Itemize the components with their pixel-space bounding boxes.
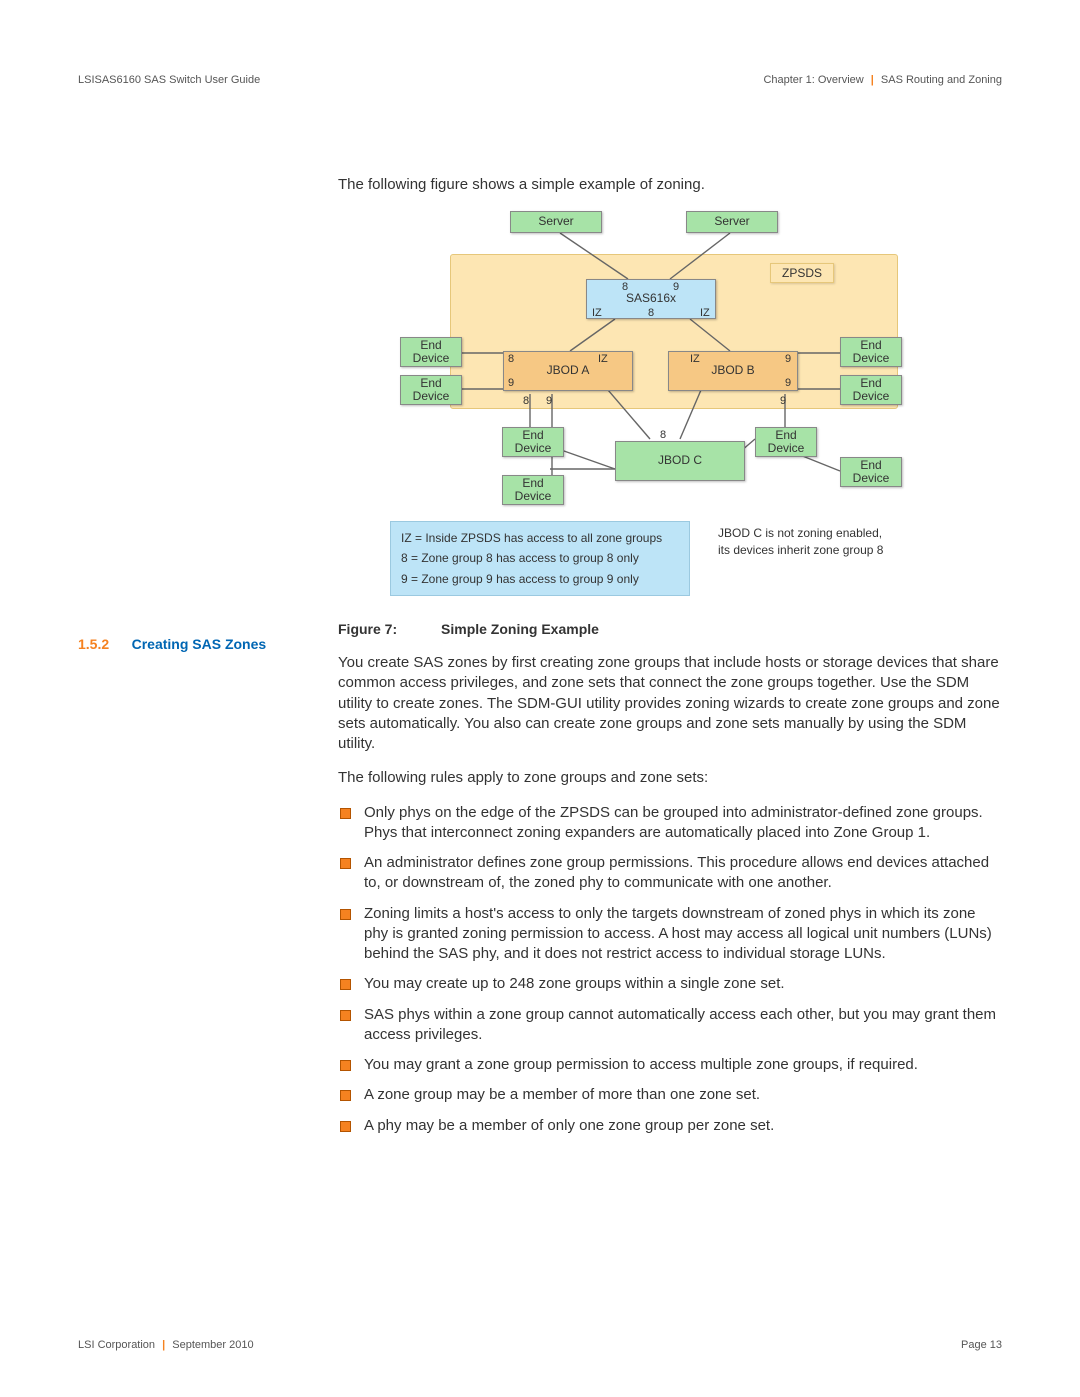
jbod-a-box: JBOD A [503, 351, 633, 391]
zoning-diagram: Server Server ZPSDS SAS616x 8 9 IZ 8 IZ … [390, 209, 950, 609]
jboda-p8: 8 [508, 353, 514, 365]
port-8b: 8 [648, 307, 654, 319]
rule-item: You may grant a zone group permission to… [338, 1055, 1002, 1075]
legend-9: 9 = Zone group 9 has access to group 9 o… [401, 569, 679, 589]
legend-r2: its devices inherit zone group 8 [718, 542, 883, 559]
left-column: 1.5.2 Creating SAS Zones [78, 176, 308, 1146]
jbod-c-box: JBOD C [615, 441, 745, 481]
page-header: LSISAS6160 SAS Switch User Guide Chapter… [78, 74, 1002, 86]
header-left: LSISAS6160 SAS Switch User Guide [78, 74, 260, 86]
jbodc-t8: 8 [660, 429, 666, 441]
server-box-2: Server [686, 211, 778, 233]
page-container: LSISAS6160 SAS Switch User Guide Chapter… [0, 0, 1080, 1397]
rule-item: SAS phys within a zone group cannot auto… [338, 1005, 1002, 1046]
rule-item: Zoning limits a host's access to only th… [338, 904, 1002, 965]
section-title: Creating SAS Zones [132, 636, 267, 652]
port-iz: IZ [592, 307, 602, 319]
rule-item: A phy may be a member of only one zone g… [338, 1116, 1002, 1136]
end-device-m2: End Device [755, 427, 817, 457]
jbodb-p9b: 9 [785, 377, 791, 389]
end-device-b1: End Device [502, 475, 564, 505]
end-device-l2: End Device [400, 375, 462, 405]
rule-item: A zone group may be a member of more tha… [338, 1085, 1002, 1105]
jbodb-iz: IZ [690, 353, 700, 365]
footer-page: Page 13 [961, 1339, 1002, 1351]
footer-company: LSI Corporation [78, 1339, 155, 1351]
header-right: Chapter 1: Overview | SAS Routing and Zo… [763, 74, 1002, 86]
header-section: SAS Routing and Zoning [881, 74, 1002, 86]
jbodb-b9: 9 [780, 395, 786, 407]
section-number: 1.5.2 [78, 636, 109, 652]
server-box-1: Server [510, 211, 602, 233]
diagram-legend: IZ = Inside ZPSDS has access to all zone… [390, 521, 950, 596]
section-heading: 1.5.2 Creating SAS Zones [78, 636, 308, 654]
figure-caption: Figure 7: Simple Zoning Example [338, 621, 1002, 637]
legend-iz: IZ = Inside ZPSDS has access to all zone… [401, 528, 679, 548]
zpsds-label: ZPSDS [770, 263, 834, 283]
legend-right-text: JBOD C is not zoning enabled, its device… [718, 521, 883, 596]
end-device-r2: End Device [840, 375, 902, 405]
rule-item: An administrator defines zone group perm… [338, 853, 1002, 894]
rules-list: Only phys on the edge of the ZPSDS can b… [338, 803, 1002, 1136]
jbod-b-box: JBOD B [668, 351, 798, 391]
paragraph-2: The following rules apply to zone groups… [338, 768, 1002, 788]
page-footer: LSI Corporation | September 2010 Page 13 [78, 1339, 1002, 1351]
legend-8: 8 = Zone group 8 has access to group 8 o… [401, 548, 679, 568]
jboda-b8: 8 [523, 395, 529, 407]
port-izb: IZ [700, 307, 710, 319]
port-9: 9 [673, 281, 679, 293]
jbodb-p9: 9 [785, 353, 791, 365]
rule-item: Only phys on the edge of the ZPSDS can b… [338, 803, 1002, 844]
footer-left: LSI Corporation | September 2010 [78, 1339, 254, 1351]
end-device-r1: End Device [840, 337, 902, 367]
end-device-l1: End Device [400, 337, 462, 367]
jboda-p9: 9 [508, 377, 514, 389]
legend-r1: JBOD C is not zoning enabled, [718, 525, 883, 542]
port-8: 8 [622, 281, 628, 293]
jboda-b9: 9 [546, 395, 552, 407]
header-divider: | [871, 74, 874, 86]
content-row: 1.5.2 Creating SAS Zones The following f… [78, 176, 1002, 1146]
paragraph-1: You create SAS zones by first creating z… [338, 653, 1002, 754]
legend-left-box: IZ = Inside ZPSDS has access to all zone… [390, 521, 690, 596]
rule-item: You may create up to 248 zone groups wit… [338, 974, 1002, 994]
end-device-m1: End Device [502, 427, 564, 457]
intro-text: The following figure shows a simple exam… [338, 176, 1002, 193]
right-column: The following figure shows a simple exam… [338, 176, 1002, 1146]
jboda-iz: IZ [598, 353, 608, 365]
end-device-r3: End Device [840, 457, 902, 487]
header-chapter: Chapter 1: Overview [763, 74, 863, 86]
footer-date: September 2010 [172, 1339, 253, 1351]
footer-divider: | [162, 1339, 165, 1351]
figure-label: Figure 7: [338, 621, 397, 637]
figure-title: Simple Zoning Example [441, 621, 599, 637]
